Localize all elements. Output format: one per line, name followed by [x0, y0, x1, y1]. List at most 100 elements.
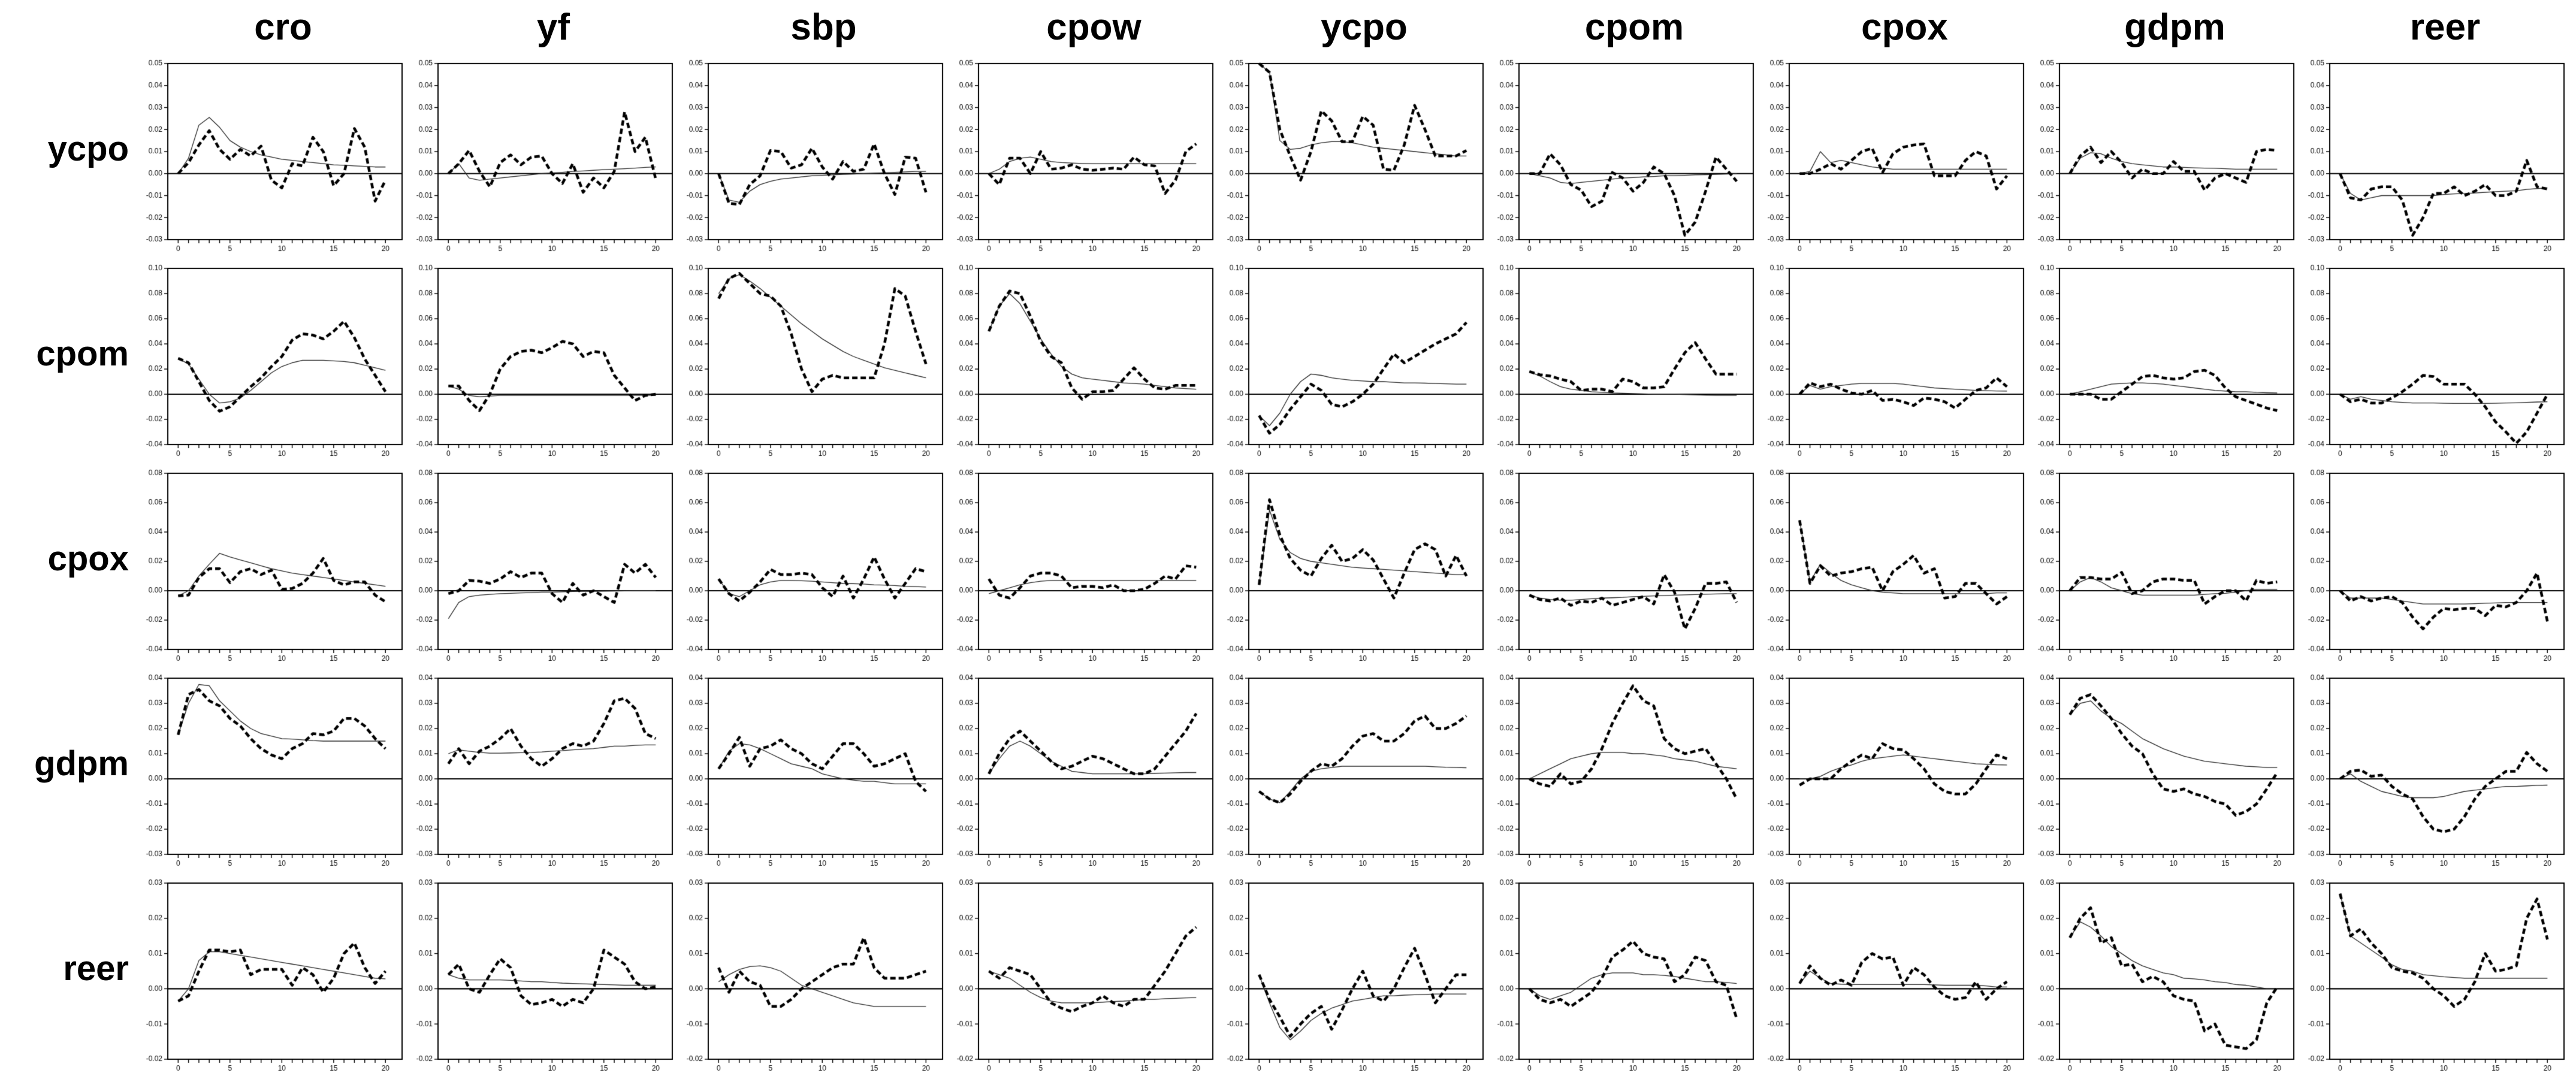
- irf-canvas-cpom-cro: [139, 260, 409, 465]
- irf-subplot-cpox-ycpo: [1220, 465, 1490, 670]
- irf-subplot-reer-cpom: [1490, 875, 1760, 1080]
- irf-subplot-reer-sbp: [680, 875, 950, 1080]
- irf-canvas-cpom-ycpo: [1220, 260, 1490, 465]
- irf-canvas-reer-reer: [2301, 875, 2571, 1080]
- irf-subplot-ycpo-ycpo: [1220, 55, 1490, 260]
- irf-subplot-ycpo-yf: [409, 55, 680, 260]
- irf-canvas-cpom-reer: [2301, 260, 2571, 465]
- irf-canvas-cpox-sbp: [680, 465, 950, 670]
- irf-subplot-cpox-cpox: [1760, 465, 2031, 670]
- column-header-gdpm: gdpm: [2124, 7, 2225, 48]
- irf-subplot-gdpm-cpox: [1760, 670, 2031, 875]
- irf-subplot-ycpo-gdpm: [2031, 55, 2301, 260]
- irf-canvas-cpox-cpow: [950, 465, 1220, 670]
- column-header-cro: cro: [254, 7, 312, 48]
- irf-canvas-cpox-cro: [139, 465, 409, 670]
- irf-canvas-cpom-sbp: [680, 260, 950, 465]
- irf-canvas-cpom-yf: [409, 260, 680, 465]
- irf-subplot-reer-cpow: [950, 875, 1220, 1080]
- irf-canvas-ycpo-gdpm: [2031, 55, 2301, 260]
- irf-subplot-cpox-cro: [139, 465, 409, 670]
- column-header-yf: yf: [536, 7, 570, 48]
- irf-canvas-cpox-yf: [409, 465, 680, 670]
- irf-canvas-cpox-ycpo: [1220, 465, 1490, 670]
- irf-subplot-cpox-sbp: [680, 465, 950, 670]
- irf-subplot-cpom-cpox: [1760, 260, 2031, 465]
- irf-canvas-reer-cro: [139, 875, 409, 1080]
- irf-subplot-ycpo-cpom: [1490, 55, 1760, 260]
- row-label-cpom: cpom: [36, 334, 129, 373]
- irf-subplot-gdpm-yf: [409, 670, 680, 875]
- irf-canvas-ycpo-sbp: [680, 55, 950, 260]
- irf-canvas-gdpm-ycpo: [1220, 670, 1490, 875]
- irf-subplot-cpom-sbp: [680, 260, 950, 465]
- irf-subplot-reer-cpox: [1760, 875, 2031, 1080]
- irf-canvas-reer-cpom: [1490, 875, 1760, 1080]
- irf-subplot-reer-reer: [2301, 875, 2571, 1080]
- irf-subplot-gdpm-gdpm: [2031, 670, 2301, 875]
- irf-canvas-cpom-cpox: [1760, 260, 2031, 465]
- irf-subplot-cpom-gdpm: [2031, 260, 2301, 465]
- irf-subplot-ycpo-sbp: [680, 55, 950, 260]
- column-header-sbp: sbp: [790, 7, 857, 48]
- irf-canvas-cpom-cpow: [950, 260, 1220, 465]
- irf-canvas-ycpo-cpow: [950, 55, 1220, 260]
- irf-subplot-gdpm-sbp: [680, 670, 950, 875]
- irf-subplot-gdpm-cpom: [1490, 670, 1760, 875]
- irf-subplot-reer-ycpo: [1220, 875, 1490, 1080]
- irf-canvas-cpom-cpom: [1490, 260, 1760, 465]
- irf-canvas-gdpm-sbp: [680, 670, 950, 875]
- irf-subplot-cpom-cro: [139, 260, 409, 465]
- irf-subplot-cpom-cpow: [950, 260, 1220, 465]
- irf-canvas-cpox-gdpm: [2031, 465, 2301, 670]
- irf-subplot-cpox-reer: [2301, 465, 2571, 670]
- irf-subplot-gdpm-ycpo: [1220, 670, 1490, 875]
- row-label-reer: reer: [63, 949, 129, 988]
- irf-subplot-reer-yf: [409, 875, 680, 1080]
- column-header-cpox: cpox: [1861, 7, 1948, 48]
- irf-canvas-ycpo-yf: [409, 55, 680, 260]
- irf-subplot-gdpm-reer: [2301, 670, 2571, 875]
- irf-subplot-gdpm-cpow: [950, 670, 1220, 875]
- irf-subplot-cpom-yf: [409, 260, 680, 465]
- irf-canvas-gdpm-reer: [2301, 670, 2571, 875]
- irf-canvas-gdpm-yf: [409, 670, 680, 875]
- irf-canvas-reer-cpow: [950, 875, 1220, 1080]
- column-header-cpow: cpow: [1046, 7, 1141, 48]
- irf-subplot-ycpo-cpox: [1760, 55, 2031, 260]
- irf-subplot-reer-gdpm: [2031, 875, 2301, 1080]
- irf-subplot-ycpo-cpow: [950, 55, 1220, 260]
- irf-canvas-cpox-reer: [2301, 465, 2571, 670]
- irf-subplot-cpom-reer: [2301, 260, 2571, 465]
- column-header-reer: reer: [2409, 7, 2481, 48]
- irf-subplot-ycpo-reer: [2301, 55, 2571, 260]
- irf-canvas-ycpo-ycpo: [1220, 55, 1490, 260]
- column-header-ycpo: ycpo: [1321, 7, 1408, 48]
- irf-subplot-cpox-cpow: [950, 465, 1220, 670]
- irf-subplot-cpox-cpom: [1490, 465, 1760, 670]
- row-label-gdpm: gdpm: [34, 744, 129, 783]
- irf-canvas-gdpm-cpox: [1760, 670, 2031, 875]
- irf-subplot-cpom-cpom: [1490, 260, 1760, 465]
- irf-canvas-gdpm-cpom: [1490, 670, 1760, 875]
- irf-subplot-cpox-yf: [409, 465, 680, 670]
- irf-subplot-cpom-ycpo: [1220, 260, 1490, 465]
- row-label-cpox: cpox: [47, 539, 129, 578]
- irf-subplot-ycpo-cro: [139, 55, 409, 260]
- irf-canvas-reer-gdpm: [2031, 875, 2301, 1080]
- irf-canvas-reer-sbp: [680, 875, 950, 1080]
- irf-canvas-reer-ycpo: [1220, 875, 1490, 1080]
- irf-subplot-reer-cro: [139, 875, 409, 1080]
- column-header-cpom: cpom: [1584, 7, 1684, 48]
- irf-canvas-ycpo-reer: [2301, 55, 2571, 260]
- irf-canvas-ycpo-cpom: [1490, 55, 1760, 260]
- irf-canvas-cpom-gdpm: [2031, 260, 2301, 465]
- irf-subplot-cpox-gdpm: [2031, 465, 2301, 670]
- irf-canvas-ycpo-cro: [139, 55, 409, 260]
- irf-subplot-gdpm-cro: [139, 670, 409, 875]
- irf-canvas-gdpm-cpow: [950, 670, 1220, 875]
- irf-canvas-gdpm-cro: [139, 670, 409, 875]
- irf-canvas-cpox-cpox: [1760, 465, 2031, 670]
- irf-canvas-ycpo-cpox: [1760, 55, 2031, 260]
